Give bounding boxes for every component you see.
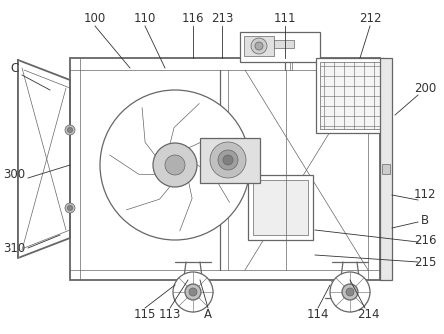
- Text: 214: 214: [357, 309, 379, 322]
- Text: 100: 100: [84, 11, 106, 24]
- Text: 212: 212: [359, 11, 381, 24]
- Bar: [244, 36, 274, 56]
- Circle shape: [165, 155, 185, 175]
- Text: A: A: [204, 309, 212, 322]
- Text: 113: 113: [159, 309, 181, 322]
- Circle shape: [346, 288, 354, 296]
- Bar: [316, 58, 384, 133]
- Text: 300: 300: [3, 168, 25, 181]
- Bar: [253, 180, 308, 235]
- Circle shape: [330, 272, 370, 312]
- Circle shape: [67, 205, 72, 210]
- Circle shape: [65, 203, 75, 213]
- Bar: [380, 58, 392, 280]
- Circle shape: [223, 155, 233, 165]
- Text: 215: 215: [414, 256, 436, 269]
- Text: 310: 310: [3, 241, 25, 255]
- Bar: [320, 62, 380, 129]
- Circle shape: [65, 125, 75, 135]
- Circle shape: [153, 143, 197, 187]
- Circle shape: [255, 42, 263, 50]
- Circle shape: [67, 128, 72, 133]
- Text: 213: 213: [211, 11, 233, 24]
- Bar: [240, 32, 320, 62]
- Text: 216: 216: [414, 233, 436, 246]
- Bar: [248, 175, 313, 240]
- Circle shape: [185, 284, 201, 300]
- Circle shape: [173, 272, 213, 312]
- Bar: [200, 138, 260, 183]
- Text: 114: 114: [307, 309, 329, 322]
- Circle shape: [210, 142, 246, 178]
- Text: 112: 112: [414, 188, 436, 201]
- Circle shape: [189, 288, 197, 296]
- Bar: [70, 58, 380, 280]
- Text: B: B: [421, 213, 429, 226]
- Text: 116: 116: [182, 11, 204, 24]
- Text: 111: 111: [274, 11, 296, 24]
- Circle shape: [100, 90, 250, 240]
- Circle shape: [251, 38, 267, 54]
- Text: C: C: [10, 61, 18, 74]
- Bar: [274, 40, 294, 48]
- Circle shape: [218, 150, 238, 170]
- Text: 110: 110: [134, 11, 156, 24]
- Circle shape: [342, 284, 358, 300]
- Bar: [382, 164, 390, 174]
- Text: 115: 115: [134, 309, 156, 322]
- Text: 200: 200: [414, 81, 436, 95]
